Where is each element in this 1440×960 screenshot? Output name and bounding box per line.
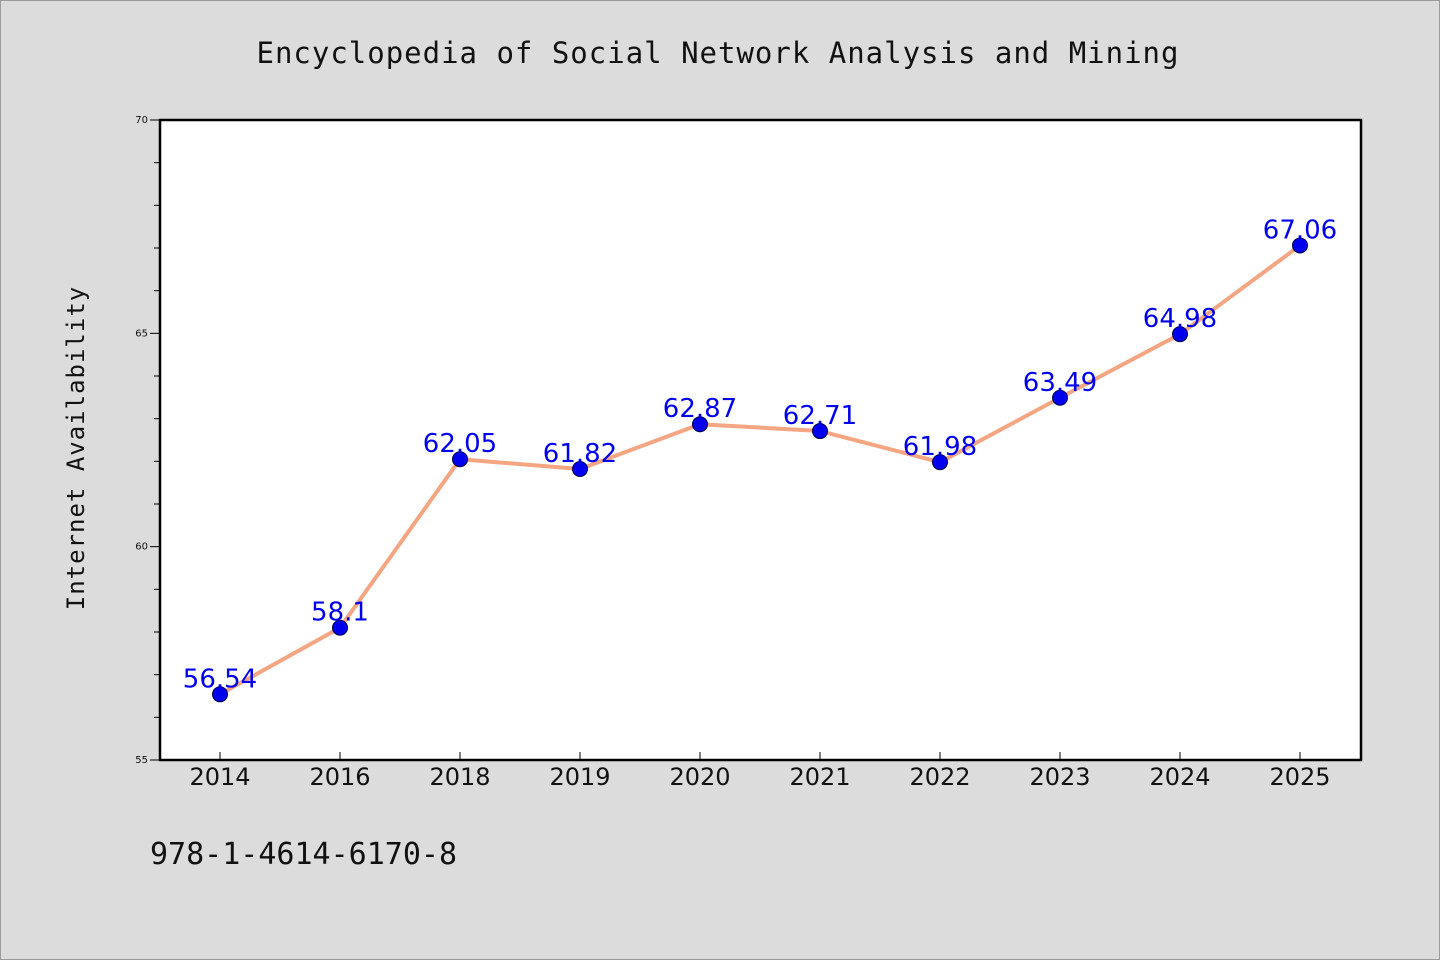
data-label: 61.82 (543, 439, 617, 469)
data-label: 62.71 (783, 401, 857, 431)
x-tick-label: 2024 (1149, 763, 1210, 791)
data-point (812, 423, 828, 440)
y-tick-label: 55 (135, 755, 148, 766)
x-tick-label: 2021 (789, 763, 850, 791)
data-point (572, 461, 588, 478)
x-tick-label: 2014 (189, 763, 250, 791)
series-layer: 56.54 58.1 62.05 61.82 62.87 62.71 61.98 63.49 6… (183, 215, 1337, 703)
plot-area (158, 118, 1363, 762)
chart-title: Encyclopedia of Social Network Analysis … (257, 36, 1180, 70)
data-point (1052, 389, 1068, 406)
data-point (332, 619, 348, 636)
x-tick-label: 2022 (909, 763, 970, 791)
data-label: 62.05 (423, 429, 497, 459)
x-tick-label: 2018 (429, 763, 490, 791)
y-tick-label: 65 (135, 328, 148, 339)
x-tick-label: 2019 (549, 763, 610, 791)
data-label: 61.98 (903, 432, 977, 462)
y-axis-label: Internet Availability (62, 286, 90, 610)
y-tick-label: 70 (135, 115, 148, 126)
x-tick-label: 2025 (1269, 763, 1330, 791)
x-tick-label: 2023 (1029, 763, 1090, 791)
data-label: 56.54 (183, 664, 257, 694)
data-label: 58.1 (311, 598, 369, 628)
data-label: 64.98 (1143, 304, 1217, 334)
x-axis-ticks: 2014 2016 2018 2019 2020 2021 2022 2023 2024 2025 (189, 752, 1331, 791)
y-axis-ticks: 55 60 65 70 (135, 115, 160, 766)
data-point (452, 451, 468, 468)
series-line (218, 243, 1302, 697)
y-tick-label: 60 (135, 542, 148, 553)
x-tick-label: 2020 (669, 763, 730, 791)
data-point (1172, 326, 1188, 343)
data-label: 62.87 (663, 394, 737, 424)
isbn-footnote: 978-1-4614-6170-8 (150, 837, 457, 872)
data-point (932, 454, 948, 471)
data-label: 67.06 (1263, 215, 1337, 245)
data-point (1292, 237, 1308, 254)
x-tick-label: 2016 (309, 763, 370, 791)
data-point (692, 416, 708, 433)
data-label: 63.49 (1023, 368, 1097, 398)
data-point (212, 686, 228, 703)
